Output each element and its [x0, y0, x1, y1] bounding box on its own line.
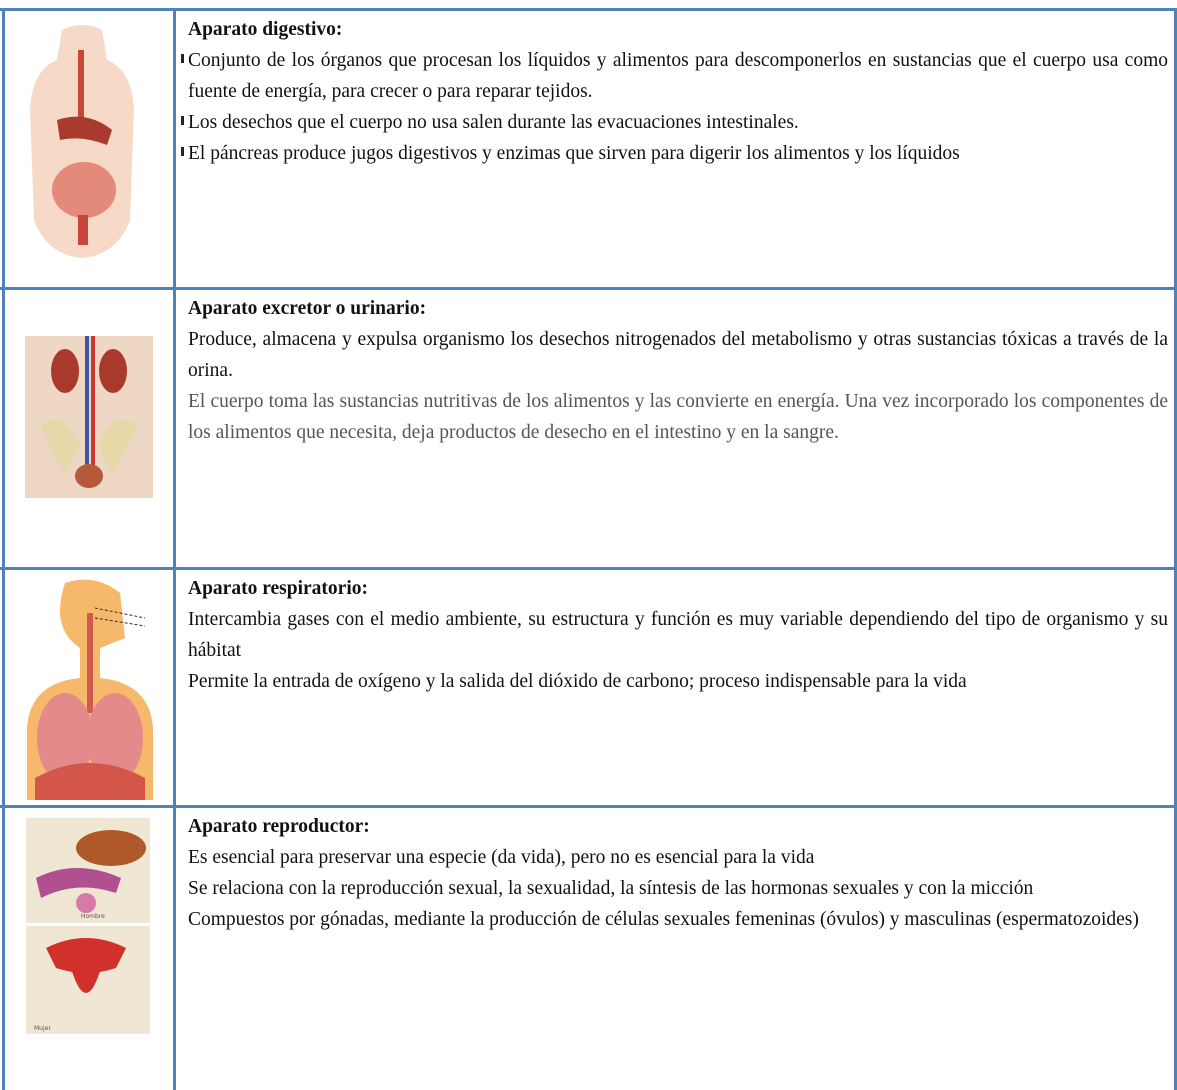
- paragraph: Produce, almacena y expulsa organismo lo…: [188, 329, 1168, 381]
- row: Aparato reproductor: Es esencial para pr…: [188, 811, 1168, 935]
- paragraph: El páncreas produce jugos digestivos y e…: [181, 138, 1168, 169]
- paragraph: Compuestos por gónadas, mediante la prod…: [188, 909, 1139, 930]
- row-heading: Aparato excretor o urinario:: [188, 298, 427, 319]
- row-heading: Aparato respiratorio:: [188, 578, 368, 599]
- row: Aparato respiratorio: Intercambia gases …: [188, 573, 1168, 697]
- row-heading: Aparato reproductor:: [188, 816, 370, 837]
- rule: [0, 567, 1177, 570]
- digestive-illustration: [30, 25, 134, 258]
- row-heading: Aparato digestivo:: [188, 19, 343, 40]
- rule: [1174, 8, 1177, 1090]
- row: Aparato excretor o urinario: Produce, al…: [188, 293, 1168, 448]
- paragraph: Intercambia gases con el medio ambiente,…: [188, 609, 1168, 661]
- rule: [0, 805, 1177, 808]
- paragraph: Es esencial para preservar una especie (…: [188, 847, 815, 868]
- rule: [173, 8, 176, 1090]
- rule: [2, 8, 5, 1090]
- paragraph: Se relaciona con la reproducción sexual,…: [188, 878, 1034, 899]
- paragraph: El cuerpo toma las sustancias nutritivas…: [188, 391, 1168, 443]
- urinary-illustration: [25, 336, 153, 498]
- rule: [0, 287, 1177, 290]
- respiratory-illustration: [27, 579, 153, 800]
- paragraph: Conjunto de los órganos que procesan los…: [181, 45, 1168, 107]
- rule: [0, 8, 1177, 11]
- paragraph: Permite la entrada de oxígeno y la salid…: [188, 671, 967, 692]
- image-label: Mujer: [34, 1025, 51, 1032]
- image-label: Hombre: [81, 913, 105, 920]
- reproductive-illustration: Hombre Mujer: [26, 818, 150, 1034]
- paragraph: Los desechos que el cuerpo no usa salen …: [181, 107, 1168, 138]
- row: Aparato digestivo: Conjunto de los órgan…: [181, 14, 1168, 169]
